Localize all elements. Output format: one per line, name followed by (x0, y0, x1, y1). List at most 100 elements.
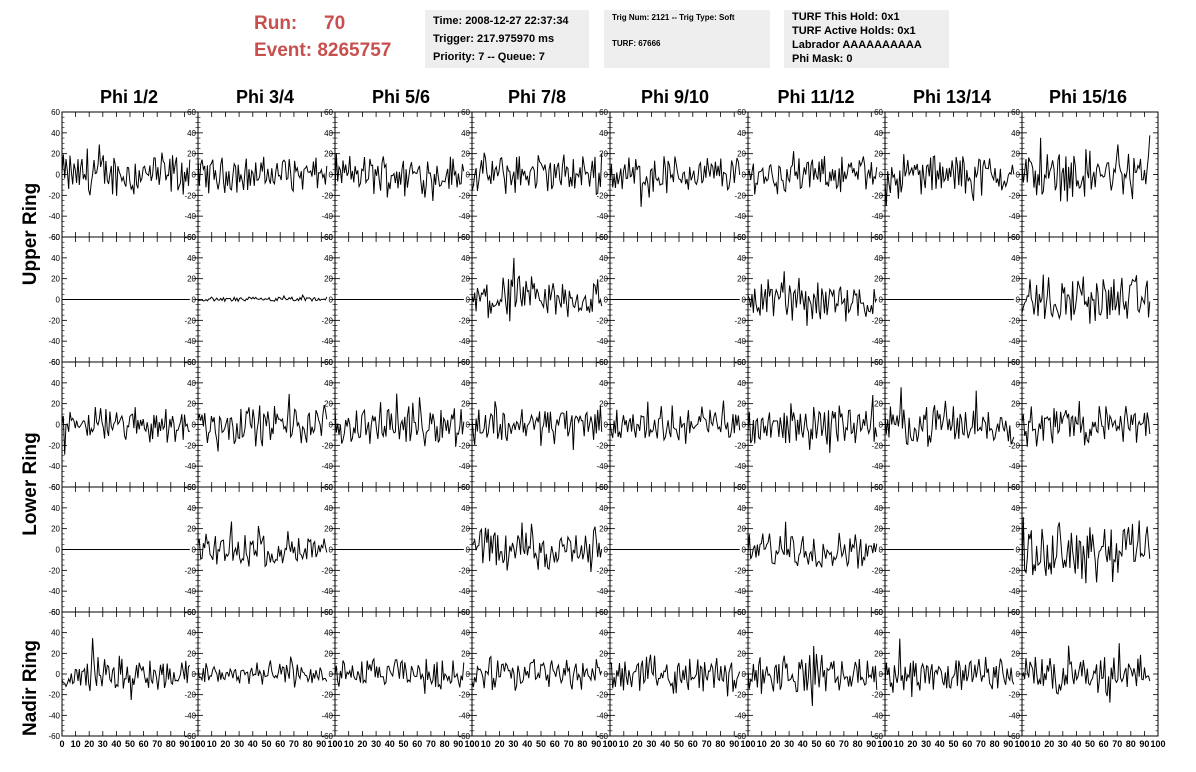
y-tick-label: -60 (596, 732, 608, 741)
y-tick-label: 40 (51, 629, 60, 638)
y-tick-label: -40 (458, 337, 470, 346)
x-tick-label: 80 (577, 739, 587, 749)
y-tick-label: -40 (184, 711, 196, 720)
y-tick-label: 60 (737, 483, 746, 492)
x-tick-label: 50 (811, 739, 821, 749)
waveform-trace (61, 638, 191, 701)
y-tick-label: 0 (466, 546, 471, 555)
y-tick-label: 60 (599, 358, 608, 367)
y-tick-label: 0 (56, 171, 61, 180)
y-tick-label: -60 (48, 483, 60, 492)
y-tick-label: 0 (742, 171, 747, 180)
y-tick-label: 0 (1016, 296, 1021, 305)
y-tick-label: -20 (1008, 691, 1020, 700)
y-tick-label: -40 (321, 587, 333, 596)
y-tick-label: 40 (1011, 504, 1020, 513)
trig-info-box: Trig Num: 2121 -- Trig Type: Soft TURF: … (604, 10, 770, 68)
y-tick-label: 40 (461, 504, 470, 513)
y-tick-label: 40 (1011, 379, 1020, 388)
run-value: 70 (324, 13, 346, 34)
event-label: Event: (254, 40, 313, 61)
waveform-trace (884, 154, 1015, 206)
y-tick-label: -20 (1008, 191, 1020, 200)
y-tick-label: 60 (737, 608, 746, 617)
y-tick-label: -40 (1008, 462, 1020, 471)
y-tick-label: -20 (458, 566, 470, 575)
subplot-frame (1021, 486, 1159, 613)
y-tick-label: -20 (596, 316, 608, 325)
y-tick-label: -20 (48, 316, 60, 325)
waveform-trace (747, 151, 878, 195)
x-tick-label: 50 (674, 739, 684, 749)
x-tick-label: 0 (745, 739, 750, 749)
x-tick-label: 50 (948, 739, 958, 749)
y-tick-label: 20 (874, 275, 883, 284)
x-tick-label: 30 (371, 739, 381, 749)
y-tick-label: 20 (51, 275, 60, 284)
y-tick-label: -20 (458, 691, 470, 700)
y-tick-label: 20 (187, 400, 196, 409)
trigger-text: Trigger: 217.975970 ms (433, 33, 555, 45)
y-tick-label: 60 (737, 108, 746, 117)
y-tick-label: 60 (187, 358, 196, 367)
x-tick-label: 80 (1126, 739, 1136, 749)
y-tick-label: 40 (461, 254, 470, 263)
waveform-trace (197, 293, 328, 303)
y-tick-label: 20 (187, 150, 196, 159)
x-tick-label: 30 (234, 739, 244, 749)
run-event-block: Run: 70 Event: 8265757 (254, 10, 391, 64)
waveform-trace (747, 645, 878, 707)
y-tick-label: -40 (321, 462, 333, 471)
y-tick-label: -40 (734, 462, 746, 471)
waveform-trace (471, 522, 603, 573)
waveform-trace (747, 394, 878, 453)
y-tick-label: 20 (461, 525, 470, 534)
y-tick-label: -40 (871, 337, 883, 346)
x-tick-label: 90 (316, 739, 326, 749)
y-tick-label: -20 (184, 691, 196, 700)
y-tick-label: 40 (874, 379, 883, 388)
time-text: Time: 2008-12-27 22:37:34 (433, 15, 569, 27)
x-tick-label: 0 (195, 739, 200, 749)
y-tick-label: 0 (466, 421, 471, 430)
y-tick-label: -40 (734, 337, 746, 346)
y-tick-label: -20 (1008, 316, 1020, 325)
y-tick-label: 0 (879, 171, 884, 180)
y-tick-label: -20 (458, 316, 470, 325)
y-tick-label: 20 (51, 525, 60, 534)
y-tick-label: -20 (458, 191, 470, 200)
x-tick-label: 40 (385, 739, 395, 749)
y-tick-label: -20 (871, 191, 883, 200)
y-tick-label: 60 (874, 608, 883, 617)
x-tick-label: 20 (633, 739, 643, 749)
y-tick-label: 60 (324, 233, 333, 242)
x-tick-label: 0 (1019, 739, 1024, 749)
x-tick-label: 60 (1099, 739, 1109, 749)
y-tick-label: 0 (742, 421, 747, 430)
y-tick-label: -40 (734, 212, 746, 221)
y-tick-label: -20 (734, 191, 746, 200)
x-tick-label: 10 (481, 739, 491, 749)
subplot-frame (747, 236, 886, 363)
y-tick-label: 40 (51, 504, 60, 513)
y-tick-label: -60 (734, 732, 746, 741)
x-tick-label: 100 (1014, 739, 1029, 749)
waveform-trace (884, 387, 1015, 447)
y-tick-label: 0 (192, 546, 197, 555)
y-tick-label: 20 (599, 525, 608, 534)
y-tick-label: 0 (466, 670, 471, 679)
x-tick-label: 20 (357, 739, 367, 749)
y-tick-label: 60 (1011, 108, 1020, 117)
y-tick-label: -40 (48, 587, 60, 596)
subplot-frame (61, 611, 199, 737)
column-header: Phi 15/16 (1048, 87, 1128, 107)
x-tick-label: 50 (1085, 739, 1095, 749)
y-tick-label: 60 (324, 108, 333, 117)
x-tick-label: 70 (289, 739, 299, 749)
x-tick-label: 60 (139, 739, 149, 749)
y-tick-label: -60 (458, 732, 470, 741)
x-tick-label: 90 (1003, 739, 1013, 749)
x-tick-label: 40 (111, 739, 121, 749)
y-tick-label: -40 (596, 711, 608, 720)
